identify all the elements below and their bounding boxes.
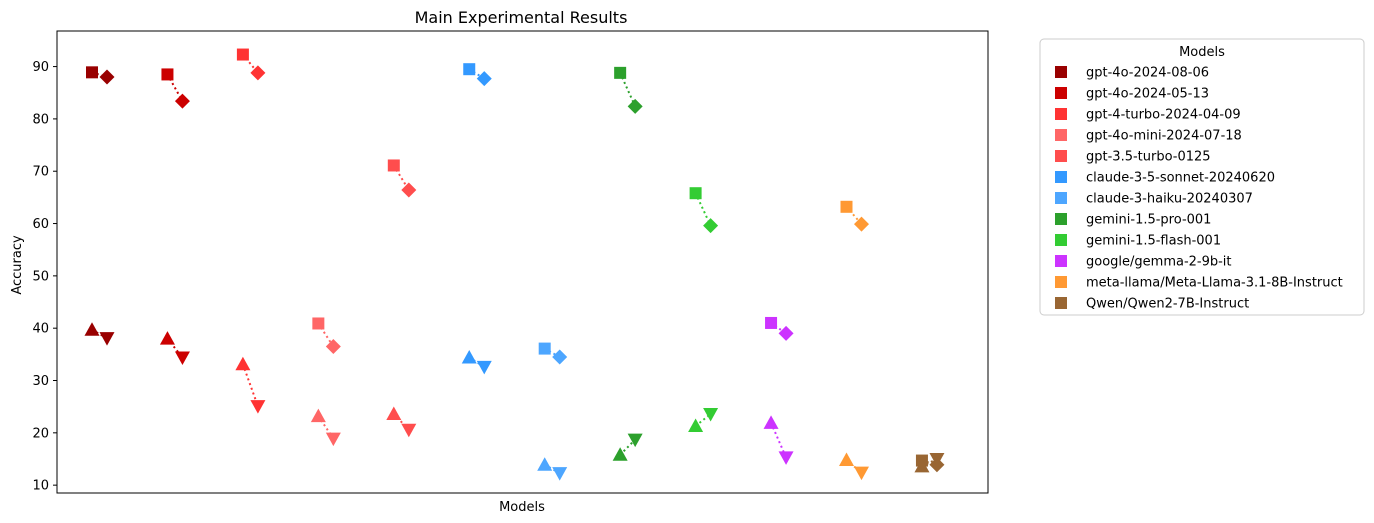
legend-swatch — [1055, 150, 1067, 162]
triangle-up-marker — [235, 356, 251, 371]
triangle-down-marker — [929, 452, 945, 467]
triangle-down-marker — [854, 466, 869, 481]
y-tick-label: 70 — [32, 165, 49, 180]
diamond-marker — [854, 216, 869, 232]
square-marker — [161, 68, 174, 81]
pair-connector — [619, 438, 636, 456]
triangle-up-marker — [763, 415, 779, 429]
triangle-down-marker — [325, 432, 341, 447]
diamond-marker — [99, 69, 115, 85]
triangle-up-marker — [461, 349, 477, 364]
legend-swatch — [1055, 255, 1067, 267]
pair-connector — [242, 53, 259, 74]
triangle-up-marker — [839, 452, 854, 467]
y-axis: 10 20 30 40 50 60 70 80 90 — [32, 60, 57, 494]
y-tick-label: 40 — [32, 322, 49, 337]
legend-label: gemini-1.5-pro-001 — [1086, 213, 1211, 228]
square-marker — [312, 317, 325, 330]
y-tick-label: 50 — [32, 269, 49, 284]
diamond-marker — [703, 218, 719, 234]
square-marker — [86, 66, 98, 79]
diamond-marker — [401, 182, 417, 198]
diamond-marker — [627, 98, 643, 114]
triangle-up-marker — [84, 322, 100, 336]
square-marker — [765, 316, 778, 329]
legend-swatch — [1055, 129, 1067, 141]
y-tick-label: 10 — [32, 479, 49, 494]
triangle-up-marker — [612, 447, 628, 461]
legend-label: claude-3-haiku-20240307 — [1086, 192, 1253, 207]
legend-swatch — [1055, 192, 1067, 204]
legend-label: gemini-1.5-flash-001 — [1086, 234, 1221, 249]
square-marker — [840, 200, 853, 213]
legend-swatch — [1055, 108, 1067, 120]
legend-label: gpt-4o-mini-2024-07-18 — [1086, 129, 1242, 144]
x-axis-title: Models — [499, 500, 545, 515]
legend-swatch — [1055, 87, 1067, 99]
triangle-down-marker — [552, 467, 568, 481]
square-marker — [689, 187, 702, 200]
y-tick-label: 60 — [32, 217, 49, 232]
legend-title: Models — [1179, 45, 1225, 60]
y-tick-label: 30 — [32, 374, 49, 389]
legend-swatch — [1055, 234, 1067, 246]
diamond-marker — [174, 93, 190, 109]
diamond-marker — [250, 65, 266, 81]
triangle-up-marker — [688, 418, 704, 433]
legend: Models gpt-4o-2024-08-06 gpt-4o-2024-05-1… — [1039, 38, 1365, 316]
square-marker — [387, 159, 400, 172]
diamond-marker — [476, 71, 492, 87]
diamond-marker — [552, 349, 568, 365]
square-marker — [463, 63, 476, 76]
markers — [84, 48, 945, 481]
plot-area — [56, 30, 989, 494]
legend-label: google/gemma-2-9b-it — [1086, 255, 1232, 270]
legend-label: claude-3-5-sonnet-20240620 — [1086, 171, 1275, 186]
triangle-down-marker — [174, 351, 190, 365]
y-tick-label: 20 — [32, 426, 49, 441]
legend-label: gpt-4o-2024-08-06 — [1086, 66, 1209, 81]
triangle-up-marker — [537, 457, 553, 471]
triangle-down-marker — [401, 423, 417, 438]
triangle-down-marker — [476, 360, 492, 375]
legend-label: Qwen/Qwen2-7B-Instruct — [1086, 297, 1249, 312]
triangle-up-marker — [310, 408, 326, 423]
y-tick-label: 90 — [32, 60, 49, 75]
legend-items: gpt-4o-2024-08-06 gpt-4o-2024-05-13 gpt-4-… — [1055, 66, 1343, 312]
pair-connector — [393, 413, 410, 431]
square-marker — [614, 66, 627, 79]
square-marker — [236, 48, 249, 61]
legend-swatch — [1055, 171, 1067, 183]
triangle-up-marker — [159, 331, 175, 345]
legend-label: meta-llama/Meta-Llama-3.1-8B-Instruct — [1086, 276, 1343, 291]
y-axis-title: Accuracy — [10, 235, 25, 295]
pair-connector — [845, 206, 863, 225]
triangle-down-marker — [627, 433, 643, 448]
chart-title: Main Experimental Results — [415, 8, 628, 27]
triangle-down-marker — [703, 407, 719, 422]
legend-label: gpt-4o-2024-05-13 — [1086, 87, 1209, 102]
legend-swatch — [1055, 213, 1067, 225]
legend-swatch — [1055, 297, 1067, 309]
legend-label: gpt-3.5-turbo-0125 — [1086, 150, 1211, 165]
triangle-up-marker — [386, 406, 402, 420]
legend-box — [1039, 38, 1365, 316]
diamond-marker — [325, 338, 341, 354]
triangle-down-marker — [778, 451, 794, 465]
diamond-marker — [778, 325, 794, 341]
triangle-up-marker — [914, 458, 930, 473]
triangle-down-marker — [250, 400, 266, 414]
triangle-down-marker — [99, 332, 115, 346]
legend-label: gpt-4-turbo-2024-04-09 — [1086, 108, 1241, 123]
square-marker — [538, 342, 551, 355]
legend-swatch — [1055, 276, 1067, 288]
legend-swatch — [1055, 66, 1067, 78]
y-tick-label: 80 — [32, 112, 49, 127]
